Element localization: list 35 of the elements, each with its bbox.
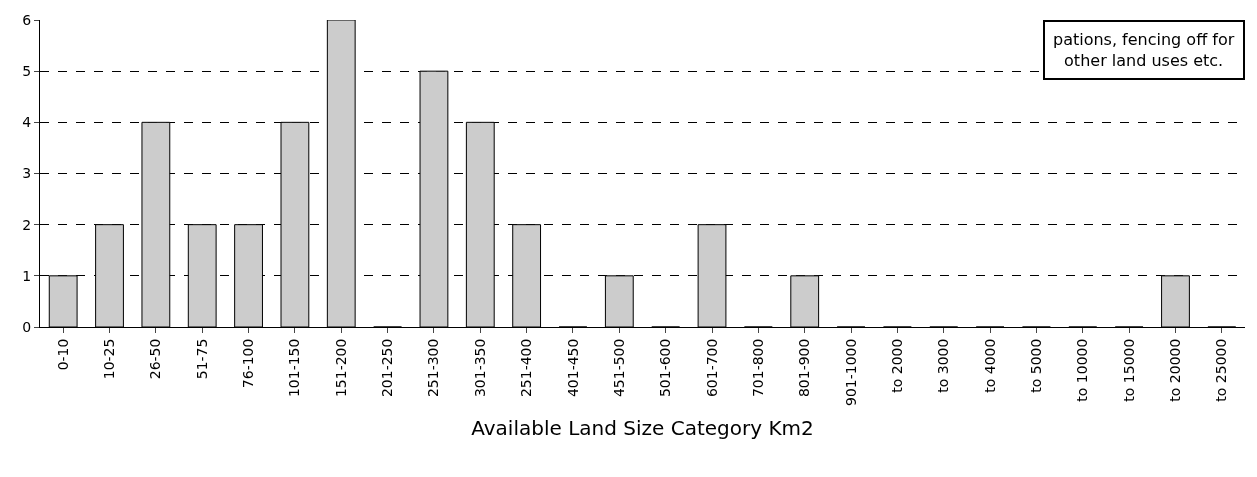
x-tick-label: 251-400	[518, 338, 535, 398]
x-tick-label: 26-50	[147, 338, 164, 380]
y-tick-label: 5	[22, 63, 32, 80]
x-tick-label: to 5000	[1027, 338, 1044, 393]
x-tick-label: 901-1000	[842, 338, 859, 407]
x-tick-label: to 15000	[1120, 338, 1137, 402]
x-tick-label: 201-250	[379, 338, 396, 398]
x-tick-label: 401-450	[564, 338, 581, 398]
y-tick-label: 6	[22, 11, 32, 28]
x-tick-label: to 2000	[888, 338, 905, 393]
y-tick-label: 1	[22, 267, 32, 284]
y-tick-label: 0	[22, 318, 32, 335]
x-tick-label: 701-800	[749, 338, 766, 398]
x-tick-label: 301-350	[471, 338, 488, 398]
x-axis-title: Available Land Size Category Km2	[471, 415, 814, 440]
x-tick-label: 0-10	[54, 338, 71, 371]
x-tick-label: 51-75	[193, 338, 210, 380]
x-tick-label: to 20000	[1167, 338, 1184, 402]
x-tick-label: 451-500	[610, 338, 627, 398]
x-tick-label: to 25000	[1213, 338, 1230, 402]
x-tick-label: 101-150	[286, 338, 303, 398]
x-tick-label: 801-900	[796, 338, 813, 398]
x-tick-label: 501-600	[657, 338, 674, 398]
y-tick-label: 3	[22, 165, 32, 182]
x-tick-label: to 4000	[981, 338, 998, 393]
x-tick-label: to 3000	[935, 338, 952, 393]
x-tick-label: 10-25	[101, 338, 118, 380]
x-tick-label: 251-300	[425, 338, 442, 398]
x-tick-label: to 10000	[1074, 338, 1091, 402]
y-tick-label: 2	[22, 216, 32, 233]
x-tick-label: 601-700	[703, 338, 720, 398]
x-tick-label: 151-200	[332, 338, 349, 398]
annotation: pations, fencing off for other land uses etc.	[1053, 30, 1235, 70]
x-tick-label: 76-100	[240, 338, 257, 389]
y-tick-label: 4	[22, 114, 32, 131]
